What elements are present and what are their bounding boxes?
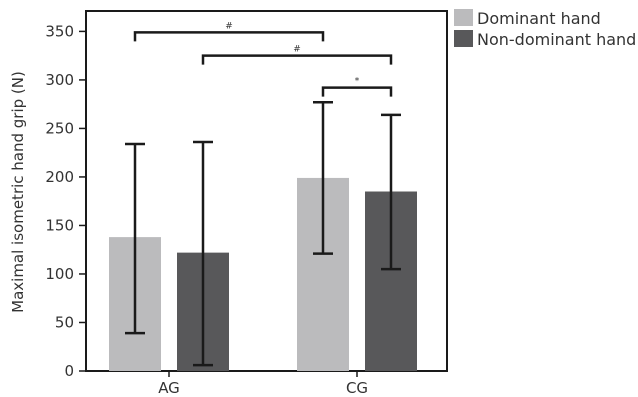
- significance-bracket: #: [133, 21, 325, 42]
- significance-label: #: [293, 45, 301, 55]
- significance-bracket: *: [321, 77, 393, 97]
- bars-group: [109, 177, 417, 371]
- y-axis: 0 50 100 150 200 250 300 350: [45, 22, 86, 380]
- y-tick-label: 50: [55, 313, 74, 331]
- legend-item: Non-dominant hand: [454, 30, 636, 49]
- x-tick-label: AG: [158, 379, 180, 397]
- error-bars-group: [125, 100, 401, 367]
- bracket-line: [321, 86, 393, 97]
- y-tick-label: 150: [45, 216, 74, 234]
- significance-annotations: # # *: [133, 21, 393, 97]
- error-bar: [313, 100, 333, 255]
- y-tick-label: 0: [64, 362, 74, 380]
- significance-label: #: [225, 21, 233, 31]
- bracket-line: [201, 54, 393, 65]
- significance-label: *: [355, 77, 360, 87]
- y-tick-label: 250: [45, 119, 74, 137]
- x-tick-label: CG: [346, 379, 368, 397]
- y-tick-label: 350: [45, 22, 74, 40]
- bracket-line: [133, 31, 325, 42]
- y-tick-label: 300: [45, 71, 74, 89]
- legend-label: Dominant hand: [477, 9, 601, 28]
- legend-item: Dominant hand: [454, 9, 601, 28]
- legend-swatch: [454, 9, 473, 26]
- y-axis-title: Maximal isometric hand grip (N): [9, 71, 27, 313]
- y-tick-label: 200: [45, 168, 74, 186]
- legend: Dominant hand Non-dominant hand: [454, 9, 636, 49]
- x-axis: AG CG: [158, 371, 368, 397]
- significance-bracket: #: [201, 45, 393, 65]
- y-tick-label: 100: [45, 265, 74, 283]
- error-bar: [125, 142, 145, 335]
- legend-swatch: [454, 30, 473, 47]
- legend-label: Non-dominant hand: [477, 30, 636, 49]
- error-bar: [381, 113, 401, 271]
- plot-frame: [85, 10, 448, 372]
- error-bar: [193, 140, 213, 367]
